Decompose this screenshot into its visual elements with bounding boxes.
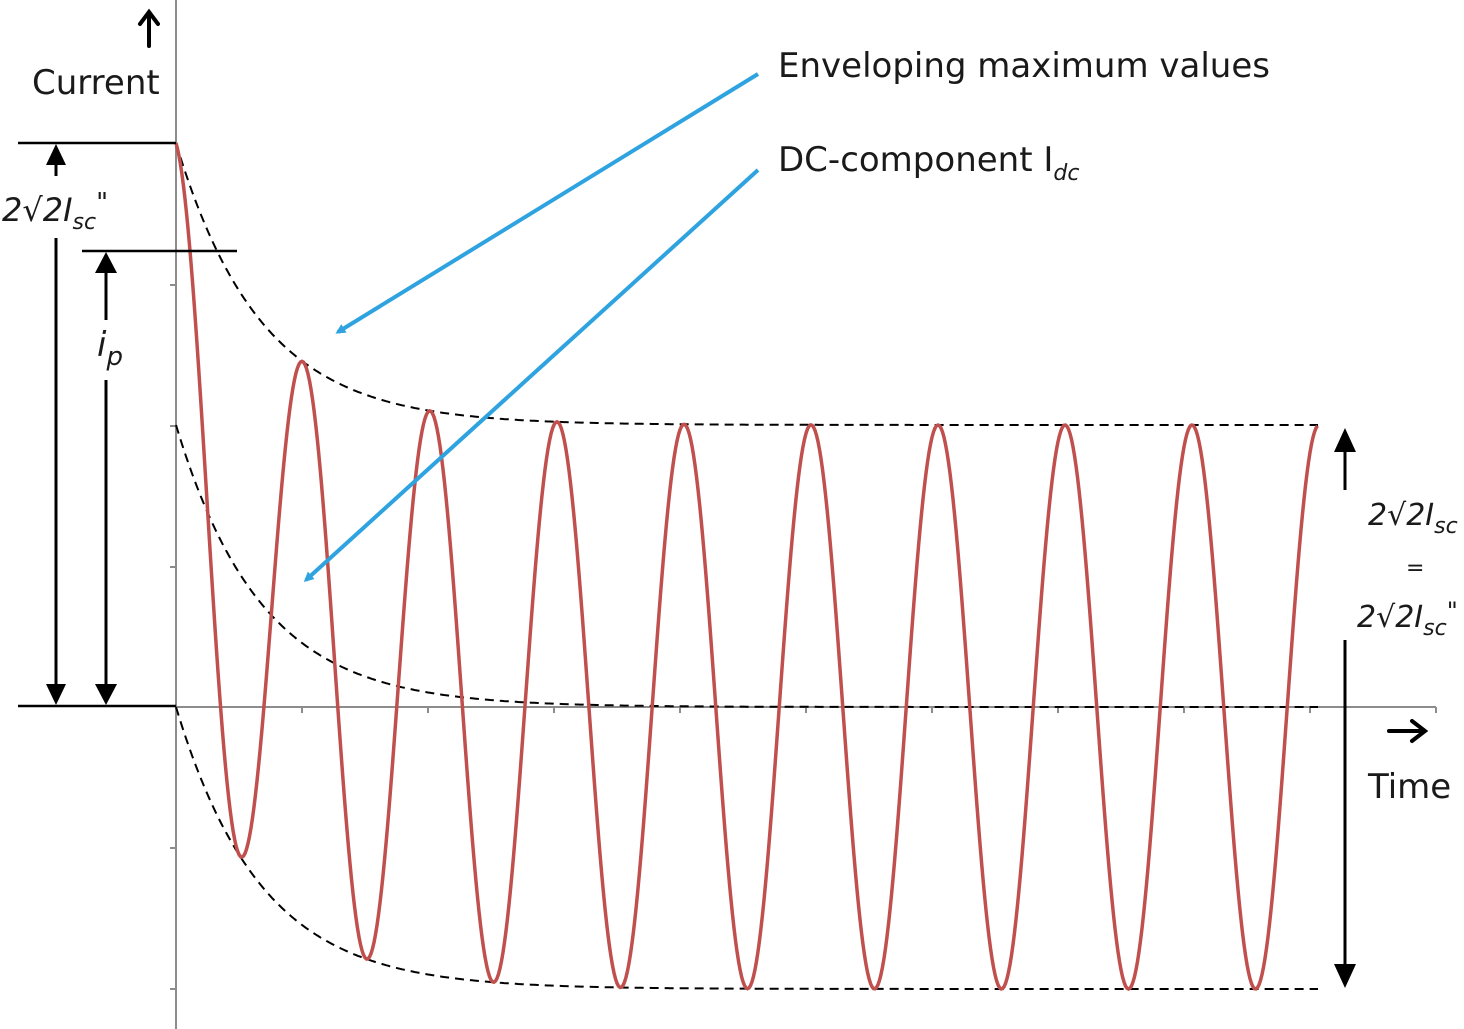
dc-component-curve: [175, 424, 1318, 708]
peak-current-dimension-arrow-icon: [95, 252, 117, 705]
dc-callout-label: DC-component Idc: [778, 140, 1079, 186]
steady-state-initial-label: 2√2Isc": [1357, 597, 1458, 641]
x-axis-label: Time: [1367, 767, 1451, 807]
steady-state-dimension-arrow-icon: [1334, 428, 1356, 988]
x-axis-arrow-icon: [1387, 719, 1429, 743]
upper-envelope-curve: [175, 142, 1318, 426]
peak-current-label: ip: [97, 325, 123, 372]
short-circuit-current-waveform: [174, 142, 1319, 991]
y-axis-label: Current: [32, 63, 160, 103]
initial-peak-label: 2√2Isc": [2, 188, 108, 235]
equals-sign: =: [1406, 556, 1424, 581]
y-axis-arrow-icon: [138, 8, 160, 48]
envelope-callout-arrow-icon: [335, 72, 760, 334]
dc-callout-arrow-icon: [303, 168, 760, 583]
envelope-callout-label: Enveloping maximum values: [778, 46, 1270, 86]
x-axis-ticks: [301, 707, 1437, 713]
initial-peak-dimension-arrow-icon: [46, 144, 66, 705]
steady-state-peak-label: 2√2Isc: [1368, 498, 1458, 539]
